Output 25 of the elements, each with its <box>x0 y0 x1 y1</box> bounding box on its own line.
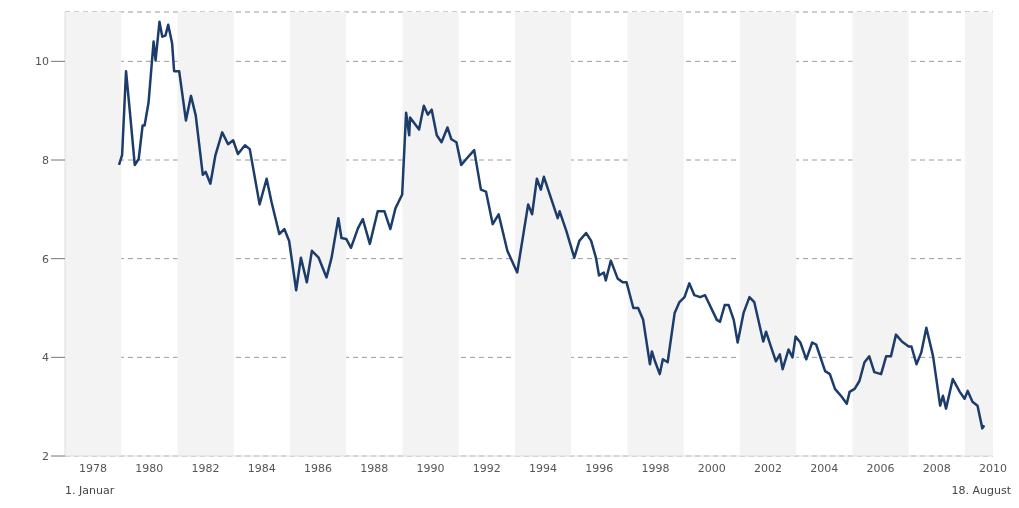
x-tick-label: 1980 <box>135 461 164 475</box>
x-tick-label: 1988 <box>360 461 389 475</box>
y-tick-label: 6 <box>42 252 49 266</box>
y-tick-label: 4 <box>42 351 49 365</box>
x-tick-label: 1982 <box>191 461 220 475</box>
x-tick-label: 1996 <box>585 461 614 475</box>
y-tick-label: 2 <box>42 449 49 463</box>
x-tick-label: 2006 <box>866 461 895 475</box>
x-tick-label: 1992 <box>472 461 501 475</box>
x-tick-label: 1998 <box>641 461 670 475</box>
x-tick-label: 1984 <box>247 461 276 475</box>
x-tick-label: 2010 <box>979 461 1007 475</box>
x-tick-label: 2000 <box>697 461 726 475</box>
x-tick-label: 1994 <box>529 461 558 475</box>
x-tick-label: 1978 <box>79 461 108 475</box>
x-tick-label: 1990 <box>416 461 445 475</box>
x-tick-label: 2004 <box>810 461 839 475</box>
y-tick-label: 8 <box>42 153 49 167</box>
x-tick-label: 1986 <box>304 461 333 475</box>
text: 18. August <box>951 484 1011 497</box>
line-series <box>117 20 986 430</box>
y-tick-label: 10 <box>35 55 49 69</box>
x-tick-label: 2008 <box>922 461 951 475</box>
x-tick-label: 2002 <box>754 461 783 475</box>
text: 1. Januar <box>65 484 115 497</box>
